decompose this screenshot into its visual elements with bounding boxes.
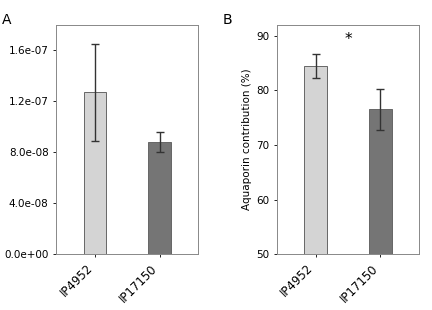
- Y-axis label: Aquaporin contribution (%): Aquaporin contribution (%): [242, 69, 252, 210]
- Text: B: B: [222, 13, 232, 27]
- Text: A: A: [2, 13, 12, 27]
- Text: *: *: [344, 32, 352, 46]
- Bar: [84, 92, 106, 254]
- Bar: [148, 142, 171, 254]
- Bar: [369, 109, 391, 310]
- Bar: [304, 66, 327, 310]
